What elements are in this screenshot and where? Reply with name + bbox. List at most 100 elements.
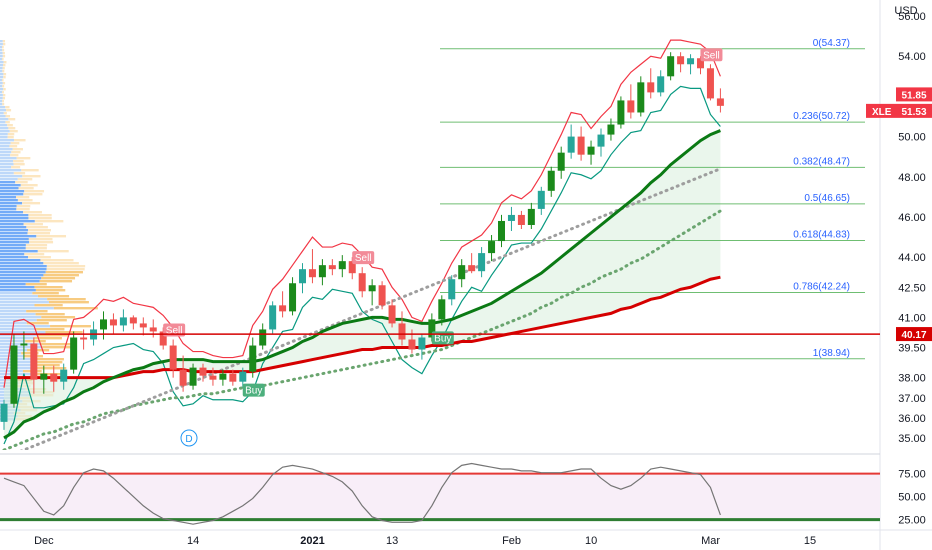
candle-body — [657, 76, 665, 93]
dividend-marker[interactable]: D — [180, 429, 198, 447]
oscillator-line[interactable] — [3, 462, 721, 525]
candle[interactable] — [587, 140, 595, 165]
candle-body — [169, 345, 177, 370]
candle[interactable] — [368, 279, 376, 306]
candle[interactable] — [60, 363, 68, 390]
dividend-circle — [180, 429, 198, 447]
candle[interactable] — [537, 186, 545, 215]
candle[interactable] — [139, 317, 147, 336]
candle[interactable] — [498, 214, 505, 248]
candle[interactable] — [637, 76, 645, 117]
candle[interactable] — [318, 259, 326, 286]
candle[interactable] — [517, 210, 525, 229]
candle-body — [677, 56, 685, 65]
candle-body — [448, 279, 456, 300]
candle[interactable] — [617, 96, 625, 129]
candle[interactable] — [70, 331, 78, 374]
candle[interactable] — [667, 52, 675, 81]
buy-signal[interactable]: Buy — [242, 383, 265, 397]
candle[interactable] — [199, 363, 207, 382]
sell-signal[interactable]: Sell — [163, 323, 186, 337]
candle[interactable] — [289, 277, 297, 316]
volume-profile-bar — [2, 43, 6, 46]
candle[interactable] — [716, 88, 724, 113]
candle[interactable] — [687, 54, 695, 75]
volume-profile-bar — [18, 187, 34, 190]
candle[interactable] — [388, 299, 396, 328]
candle[interactable] — [438, 295, 446, 326]
candle[interactable] — [279, 291, 287, 318]
candle[interactable] — [20, 331, 28, 360]
volume-profile-bar — [36, 367, 67, 370]
candle[interactable] — [169, 339, 177, 378]
volume-profile-bar — [0, 187, 19, 190]
candle[interactable] — [129, 315, 137, 330]
candle-body — [617, 100, 625, 125]
candle[interactable] — [179, 355, 187, 392]
candle[interactable] — [418, 333, 426, 360]
volume-profile-bar — [13, 172, 26, 175]
candle[interactable] — [507, 206, 515, 232]
candle[interactable] — [229, 369, 237, 386]
volume-profile-bar — [0, 301, 49, 304]
volume-profile-bar — [0, 325, 51, 328]
candle[interactable] — [557, 146, 565, 179]
volume-profile-bar — [0, 127, 9, 130]
candle[interactable] — [657, 70, 665, 97]
candle[interactable] — [358, 267, 366, 298]
candle[interactable] — [567, 124, 575, 159]
candle[interactable] — [647, 68, 655, 99]
candle[interactable] — [468, 253, 476, 274]
time-tick: Dec — [34, 535, 54, 547]
candle[interactable] — [10, 333, 18, 408]
volume-profile-bar — [0, 238, 29, 241]
candle[interactable] — [299, 263, 306, 294]
candle[interactable] — [448, 275, 456, 306]
candle[interactable] — [597, 128, 605, 157]
candle[interactable] — [607, 118, 615, 141]
oscillator-pane[interactable]: 75.00 50.00 25.00 — [0, 462, 926, 527]
candle[interactable] — [219, 369, 227, 386]
candle[interactable] — [0, 399, 8, 430]
candle[interactable] — [30, 337, 38, 394]
candle[interactable] — [50, 365, 58, 392]
candle[interactable] — [259, 323, 267, 350]
candle[interactable] — [527, 202, 535, 229]
candle[interactable] — [328, 259, 336, 276]
candle[interactable] — [677, 52, 685, 73]
volume-profile-bar — [0, 58, 2, 61]
candle[interactable] — [269, 301, 277, 334]
candle[interactable] — [627, 84, 635, 119]
sell-signal[interactable]: Sell — [352, 251, 375, 265]
candle[interactable] — [80, 329, 88, 350]
candle[interactable] — [488, 235, 496, 262]
candle[interactable] — [338, 255, 346, 278]
sell-signal[interactable]: Sell — [700, 48, 723, 62]
candle[interactable] — [398, 311, 406, 346]
time-axis[interactable]: Dec14202113Feb10Mar15Apr — [34, 535, 932, 547]
candle[interactable] — [209, 367, 217, 386]
candle[interactable] — [40, 365, 48, 394]
candle[interactable] — [308, 249, 316, 284]
volume-profile-bar — [10, 154, 19, 157]
candle[interactable] — [706, 64, 714, 101]
candle[interactable] — [458, 259, 466, 288]
volume-profile-bar — [8, 127, 16, 130]
signal-markers[interactable]: Sell Buy Sell Buy Sell D — [163, 48, 723, 447]
candles[interactable] — [0, 52, 724, 430]
candle[interactable] — [577, 126, 585, 161]
candle[interactable] — [189, 363, 197, 390]
candle[interactable] — [249, 337, 257, 378]
volume-profile-bar — [2, 55, 6, 58]
candle[interactable] — [378, 281, 386, 310]
volume-profile-bar — [27, 232, 50, 235]
candle[interactable] — [109, 313, 117, 334]
candle[interactable] — [478, 247, 486, 278]
candle[interactable] — [119, 309, 127, 332]
volume-profile-bar — [50, 325, 91, 328]
candle[interactable] — [547, 166, 555, 197]
candle[interactable] — [239, 367, 247, 388]
last-price-badge-value: 51.53 — [901, 107, 926, 118]
volume-profile-bar — [0, 208, 17, 211]
